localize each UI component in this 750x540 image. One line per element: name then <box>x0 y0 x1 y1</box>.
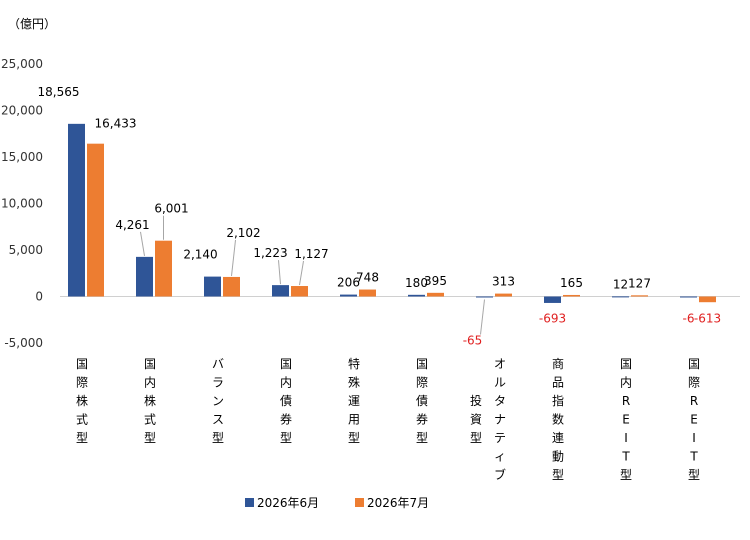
data-label-jun-2: 2,140 <box>183 248 217 262</box>
category-label-9: 国際 R E I T 型 <box>688 357 700 482</box>
y-tick-label: 5,000 <box>9 243 43 257</box>
category-labels: 国際株式型 国内株式型 バランス型 国内債券型 特殊運用型 国際債券型 オルタナティブ投資型… <box>76 356 700 482</box>
category-label-8: 国内 R E I T 型 <box>620 357 632 482</box>
category-text: 国際債券型 <box>416 357 428 445</box>
data-label-jun-6: -65 <box>463 334 483 348</box>
label-leader-line <box>480 299 485 335</box>
data-label-jun-9: -6 <box>683 312 695 326</box>
bar-jun-3 <box>272 285 289 297</box>
legend-label: 2026年7月 <box>367 496 429 510</box>
data-label-jul-0: 16,433 <box>95 117 137 131</box>
data-label-jun-0: 18,565 <box>38 85 80 99</box>
category-text: 国内債券型 <box>280 357 292 445</box>
data-label-jul-3: 1,127 <box>294 247 328 261</box>
y-tick-label: -5,000 <box>4 336 43 350</box>
category-label-0: 国際株式型 <box>76 357 88 445</box>
bar-jun-2 <box>204 276 221 297</box>
label-leader-lines <box>140 215 485 335</box>
bar-jul-5 <box>427 292 444 297</box>
legend-swatch <box>355 498 364 507</box>
bar-jul-8 <box>631 295 648 297</box>
category-text: 国内株式型 <box>144 357 156 445</box>
bar-jul-9 <box>699 296 716 303</box>
bar-jun-1 <box>136 256 153 297</box>
label-leader-line <box>140 231 145 256</box>
data-labels: 18,565 4,261 2,140 1,223 206 180 -65 -693 12 -6 16… <box>38 85 722 348</box>
bar-jun-4 <box>340 294 357 297</box>
bar-jul-2 <box>223 276 240 297</box>
category-label-2: バランス型 <box>212 357 224 445</box>
label-leader-line <box>299 260 304 286</box>
y-axis-unit-label: （億円） <box>8 17 56 31</box>
bar-jun-0 <box>68 123 85 297</box>
data-label-jun-3: 1,223 <box>253 246 287 260</box>
bar-jul-0 <box>87 143 104 297</box>
category-text: 国内 R E I T 型 <box>620 357 632 482</box>
bar-jul-6 <box>495 293 512 297</box>
category-label-7: 商品指数連動型 <box>552 356 564 482</box>
legend-item-0: 2026年6月 <box>245 496 319 510</box>
bar-jun-7 <box>544 296 561 303</box>
data-label-jul-1: 6,001 <box>154 202 188 216</box>
y-tick-label: 0 <box>35 290 43 304</box>
category-label-5: 国際債券型 <box>416 357 428 445</box>
data-label-jun-1: 4,261 <box>115 218 149 232</box>
data-label-jul-2: 2,102 <box>226 226 260 240</box>
category-text: 国際株式型 <box>76 357 88 445</box>
data-label-jul-6: 313 <box>492 275 515 289</box>
category-text: 国際 R E I T 型 <box>688 357 700 482</box>
category-text: 特殊運用型 <box>348 356 360 445</box>
bar-jul-7 <box>563 294 580 297</box>
data-label-jul-9: -613 <box>694 312 721 326</box>
data-label-jun-4: 206 <box>337 276 360 290</box>
legend: 2026年6月 2026年7月 <box>245 496 429 510</box>
y-axis-ticks: -5,000 0 5,000 10,000 15,000 20,000 25,000 <box>1 57 43 350</box>
bar-jun-9 <box>680 296 697 298</box>
y-tick-label: 10,000 <box>1 197 43 211</box>
bar-jun-6 <box>476 296 493 298</box>
label-leader-line <box>231 239 236 277</box>
bar-jul-4 <box>359 289 376 297</box>
legend-swatch <box>245 498 254 507</box>
bars <box>68 123 716 303</box>
bar-jul-1 <box>155 240 172 297</box>
data-label-jul-5: 395 <box>424 274 447 288</box>
y-tick-label: 20,000 <box>1 104 43 118</box>
y-tick-label: 25,000 <box>1 57 43 71</box>
category-text: バランス型 <box>212 357 224 445</box>
category-label-1: 国内株式型 <box>144 357 156 445</box>
y-tick-label: 15,000 <box>1 150 43 164</box>
data-label-jul-8: 127 <box>628 276 651 290</box>
data-label-jun-5: 180 <box>405 276 428 290</box>
bar-jun-5 <box>408 294 425 297</box>
legend-item-1: 2026年7月 <box>355 496 429 510</box>
data-label-jun-7: -693 <box>539 312 566 326</box>
category-label-3: 国内債券型 <box>280 357 292 445</box>
category-text: オルタナティブ <box>494 357 506 482</box>
data-label-jul-4: 748 <box>356 271 379 285</box>
category-text: 商品指数連動型 <box>552 356 564 482</box>
label-leader-line <box>278 260 281 285</box>
category-label-4: 特殊運用型 <box>348 356 360 445</box>
data-label-jul-7: 165 <box>560 276 583 290</box>
data-label-jun-8: 12 <box>613 277 628 291</box>
category-text: 投資型 <box>470 393 482 445</box>
legend-label: 2026年6月 <box>257 496 319 510</box>
bar-jul-3 <box>291 286 308 297</box>
bar-jun-8 <box>612 296 629 298</box>
